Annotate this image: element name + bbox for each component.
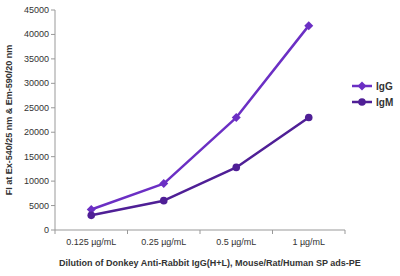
y-tick xyxy=(51,34,55,35)
y-tick-label: 25000 xyxy=(24,103,49,113)
y-tick xyxy=(51,205,55,206)
y-tick-label: 0 xyxy=(44,225,49,235)
x-tick-divider xyxy=(127,230,128,234)
x-tick-label: 0.5 µg/mL xyxy=(216,237,256,247)
y-tick xyxy=(51,107,55,108)
y-tick-label: 5000 xyxy=(29,201,49,211)
legend-label: IgM xyxy=(376,97,393,108)
chart: 0 5000 10000 15000 20000 25000 30000 35000 40000… xyxy=(0,0,400,276)
y-axis xyxy=(55,10,56,230)
series-marker xyxy=(87,212,95,220)
y-tick xyxy=(51,10,55,11)
y-tick-label: 45000 xyxy=(24,5,49,15)
x-tick-divider xyxy=(272,230,273,234)
series-marker xyxy=(160,197,168,205)
y-tick-label: 30000 xyxy=(24,78,49,88)
series-marker xyxy=(232,164,240,172)
x-tick-label: 0.125 µg/mL xyxy=(66,237,116,247)
y-tick xyxy=(51,230,55,231)
x-tick-divider xyxy=(55,230,56,234)
y-tick xyxy=(51,58,55,59)
x-tick-label: 1 µg/mL xyxy=(292,237,325,247)
y-axis-title: FI at Ex-540/25 nm & Em-590/20 nm xyxy=(4,45,14,196)
plot-area xyxy=(87,21,314,219)
y-tick-label: 40000 xyxy=(24,29,49,39)
series-marker xyxy=(305,114,313,122)
y-tick-label: 35000 xyxy=(24,54,49,64)
y-tick xyxy=(51,181,55,182)
y-tick xyxy=(51,156,55,157)
y-tick xyxy=(51,83,55,84)
x-tick-label: 0.25 µg/mL xyxy=(141,237,186,247)
x-axis-title: Dilution of Donkey Anti-Rabbit IgG(H+L),… xyxy=(59,258,361,268)
series-marker xyxy=(159,179,168,188)
y-tick-label: 15000 xyxy=(24,152,49,162)
legend-marker xyxy=(358,82,367,91)
x-tick-divider xyxy=(345,230,346,234)
series-line xyxy=(91,26,309,210)
y-tick-label: 10000 xyxy=(24,176,49,186)
series-line xyxy=(91,118,309,216)
series-marker xyxy=(304,21,313,30)
series-marker xyxy=(232,113,241,122)
y-tick xyxy=(51,132,55,133)
legend-marker xyxy=(358,98,366,106)
legend-label: IgG xyxy=(376,81,393,92)
x-tick-divider xyxy=(200,230,201,234)
y-tick-label: 20000 xyxy=(24,127,49,137)
